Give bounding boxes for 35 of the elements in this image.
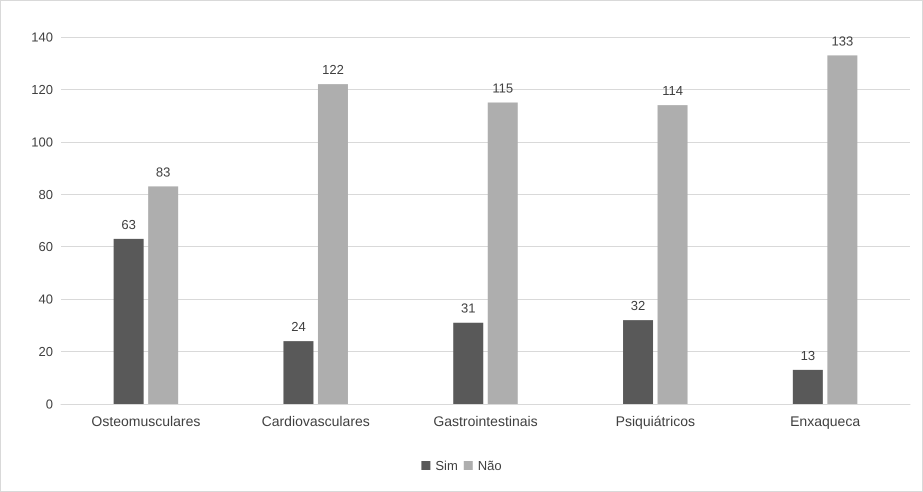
data-label: 63 xyxy=(121,216,136,232)
bar xyxy=(283,341,314,404)
data-label: 114 xyxy=(662,83,683,98)
legend-label: Não xyxy=(478,458,502,473)
bar xyxy=(114,238,144,404)
y-tick-label: 60 xyxy=(38,239,53,254)
legend-label: Sim xyxy=(435,458,458,473)
x-tick-label: Enxaqueca xyxy=(790,413,860,429)
y-tick-label: 40 xyxy=(38,292,53,307)
bar xyxy=(792,370,823,404)
y-tick-label: 20 xyxy=(38,344,53,360)
data-label: 133 xyxy=(832,33,854,48)
y-tick-label: 140 xyxy=(31,30,53,44)
bar xyxy=(488,102,518,404)
bar xyxy=(827,55,858,404)
data-label: 83 xyxy=(156,164,170,180)
x-tick-label: Osteomusculares xyxy=(91,413,200,429)
bar xyxy=(658,105,688,404)
bar xyxy=(148,186,178,404)
x-tick-label: Gastrointestinais xyxy=(433,413,538,429)
data-label: 31 xyxy=(461,300,476,316)
y-tick-label: 100 xyxy=(31,134,53,150)
y-tick-label: 0 xyxy=(46,396,53,412)
data-label: 24 xyxy=(291,319,306,334)
bar xyxy=(623,320,654,404)
y-tick-label: 120 xyxy=(31,82,53,97)
x-tick-label: Cardiovasculares xyxy=(262,413,370,429)
bar xyxy=(453,322,484,404)
y-tick-label: 80 xyxy=(38,186,53,202)
x-tick-label: Psiquiátricos xyxy=(616,413,695,429)
data-label: 32 xyxy=(630,298,646,314)
data-label: 122 xyxy=(322,62,344,78)
bar xyxy=(318,84,348,404)
data-label: 13 xyxy=(800,348,816,363)
data-label: 115 xyxy=(492,80,514,96)
